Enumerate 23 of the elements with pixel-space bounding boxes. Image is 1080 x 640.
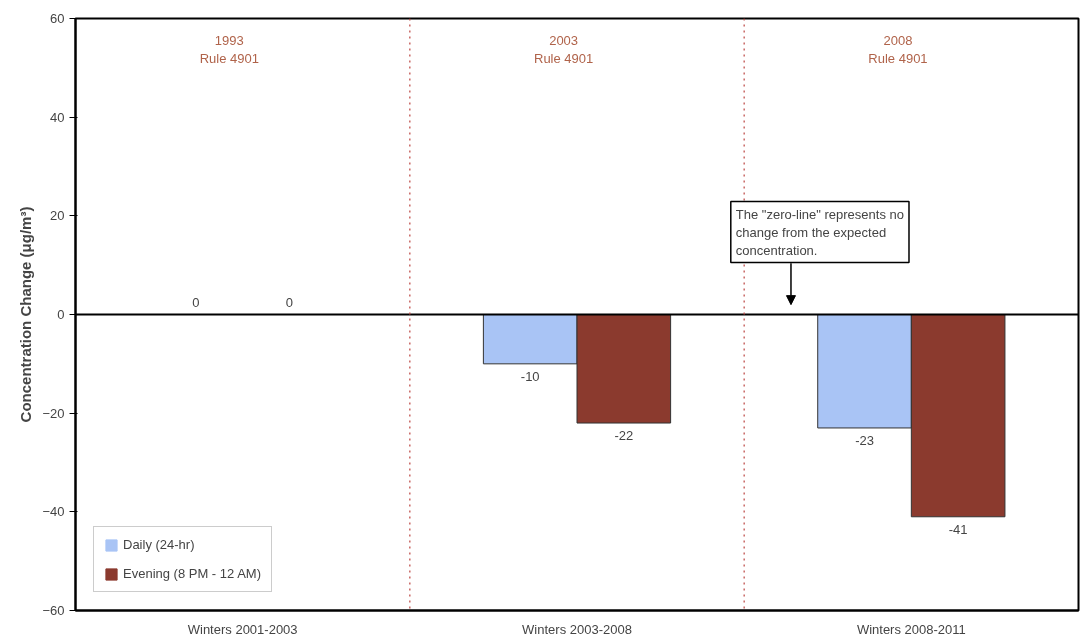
data-label: 0: [285, 294, 294, 310]
data-label: -41: [948, 521, 968, 537]
y-tick-label: 60: [50, 11, 65, 26]
legend-label: Daily (24-hr): [123, 537, 195, 552]
data-label: 0: [192, 294, 200, 310]
annotation: 2008 Rule 4901: [868, 32, 928, 66]
annotation: 2003 Rule 4901: [533, 32, 594, 66]
data-label: -22: [614, 428, 634, 444]
x-tick-label: Winters 2001-2003: [187, 621, 298, 637]
y-tick-label: −60: [42, 603, 65, 618]
annotation: The "zero-line" represents no change from the expected concentration.: [735, 206, 904, 258]
y-tick-label: 20: [50, 208, 65, 224]
y-tick-label: −20: [42, 405, 65, 421]
annotation: 1993 Rule 4901: [199, 32, 259, 66]
data-label: -23: [855, 432, 874, 448]
y-tick-label: 40: [50, 109, 65, 125]
legend-label: Evening (8 PM - 12 AM): [123, 566, 261, 581]
x-tick-label: Winters 2003-2008: [522, 621, 632, 637]
y-tick-label: −40: [42, 504, 65, 520]
x-tick-label: Winters 2008-2011: [856, 621, 966, 637]
y-tick-label: 0: [57, 307, 65, 322]
data-label: -10: [520, 368, 540, 384]
y-axis-title: Concentration Change (μg/m³): [17, 206, 35, 423]
